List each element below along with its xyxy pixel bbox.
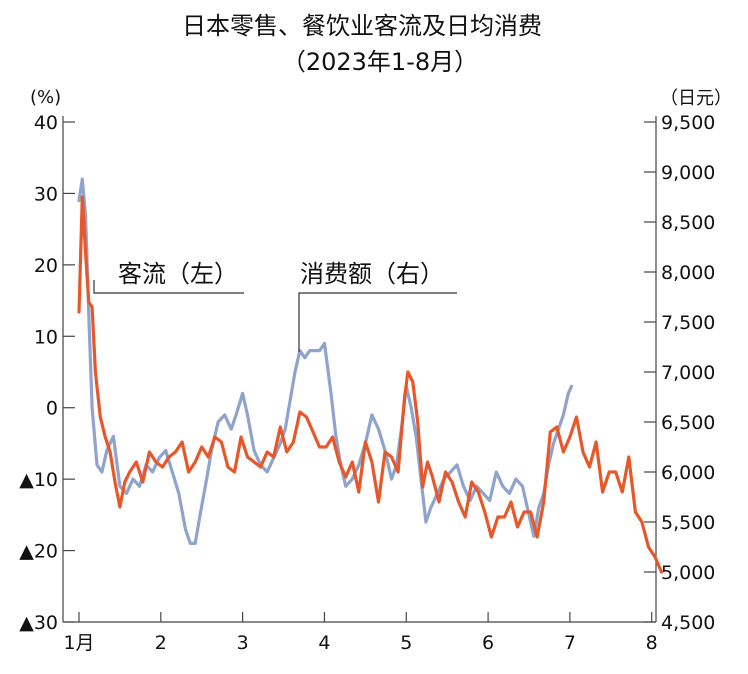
right-tick-label: 8,000 xyxy=(661,262,715,284)
right-tick-label: 9,000 xyxy=(661,162,715,184)
x-tick-label: 4 xyxy=(318,632,330,654)
right-tick-label: 6,000 xyxy=(661,462,715,484)
left-tick-label: 0 xyxy=(46,398,58,420)
annotation-leader-traffic xyxy=(93,280,244,294)
left-tick-label: 20 xyxy=(34,255,58,277)
plot-frame xyxy=(62,116,657,623)
x-tick-label: 6 xyxy=(482,632,494,654)
right-axis-unit: （日元） xyxy=(660,88,732,109)
x-tick-label: 2 xyxy=(155,632,167,654)
chart-title: 日本零售、餐饮业客流及日均消费 xyxy=(182,12,542,40)
x-tick-label: 7 xyxy=(564,632,576,654)
left-axis-unit: (%) xyxy=(30,87,61,108)
annotation-spending: 消费额（右） xyxy=(300,260,444,288)
left-tick-label: 40 xyxy=(34,112,58,134)
series-line-traffic xyxy=(77,177,574,546)
right-tick-label: 9,500 xyxy=(661,112,715,134)
right-tick-label: 7,500 xyxy=(661,312,715,334)
series-lines xyxy=(77,177,664,574)
right-tick-label: 4,500 xyxy=(661,612,715,634)
left-axis: 40 30 20 10 0 ▲10 ▲20 ▲30 xyxy=(19,112,75,634)
annotation-leader-spending xyxy=(298,292,457,352)
x-tick-label: 3 xyxy=(237,632,249,654)
series-line-spending xyxy=(77,195,664,574)
right-tick-label: 7,000 xyxy=(661,362,715,384)
x-tick-label: 8 xyxy=(646,632,658,654)
x-tick-label: 1月 xyxy=(63,632,94,654)
left-tick-label: ▲10 xyxy=(19,469,58,491)
x-tick-label: 5 xyxy=(400,632,412,654)
left-tick-label: ▲30 xyxy=(19,612,58,634)
right-axis: 9,500 9,000 8,500 8,000 7,500 7,000 6,500 6,000… xyxy=(644,112,715,634)
right-tick-label: 5,500 xyxy=(661,512,715,534)
chart-subtitle: （2023年1-8月） xyxy=(282,48,478,76)
left-tick-label: 30 xyxy=(34,183,58,205)
annotation-traffic: 客流（左） xyxy=(118,260,238,288)
right-tick-label: 5,000 xyxy=(661,562,715,584)
x-axis: 1月 2 3 4 5 6 7 8 xyxy=(63,612,658,654)
right-tick-label: 6,500 xyxy=(661,412,715,434)
left-tick-label: 10 xyxy=(34,326,58,348)
left-tick-label: ▲20 xyxy=(19,541,58,563)
right-tick-label: 8,500 xyxy=(661,212,715,234)
